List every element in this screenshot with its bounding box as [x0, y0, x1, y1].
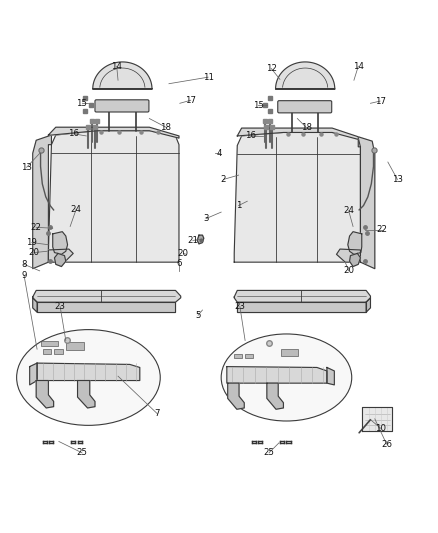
Polygon shape [234, 290, 371, 302]
Polygon shape [234, 133, 360, 262]
Text: 20: 20 [343, 266, 354, 276]
Text: 18: 18 [160, 123, 171, 132]
Text: 14: 14 [353, 62, 364, 71]
Polygon shape [197, 235, 204, 244]
Text: 12: 12 [266, 64, 277, 73]
Text: 14: 14 [111, 62, 122, 71]
Text: 5: 5 [195, 311, 201, 320]
Text: 23: 23 [55, 302, 66, 311]
Polygon shape [54, 254, 66, 266]
Text: 25: 25 [76, 448, 88, 457]
Polygon shape [53, 232, 67, 254]
Text: 24: 24 [343, 206, 354, 215]
Polygon shape [33, 298, 37, 312]
Bar [66, 342, 84, 350]
Polygon shape [48, 249, 73, 262]
Polygon shape [267, 383, 283, 409]
Text: 11: 11 [203, 72, 214, 82]
Text: 25: 25 [264, 448, 275, 457]
Text: 2: 2 [221, 175, 226, 184]
Text: 16: 16 [245, 132, 256, 140]
Text: 23: 23 [234, 302, 245, 311]
Text: 24: 24 [71, 205, 82, 214]
Text: 9: 9 [21, 271, 27, 280]
Polygon shape [366, 298, 371, 312]
Text: 20: 20 [28, 248, 39, 257]
Text: 8: 8 [21, 260, 27, 269]
Text: 20: 20 [178, 249, 189, 258]
Ellipse shape [221, 334, 352, 421]
Polygon shape [237, 302, 366, 312]
Polygon shape [30, 363, 37, 385]
Polygon shape [336, 249, 360, 262]
Text: 13: 13 [392, 175, 403, 184]
Text: 1: 1 [236, 201, 241, 210]
Text: 26: 26 [381, 440, 392, 449]
Bar [281, 349, 298, 356]
Text: 19: 19 [26, 238, 37, 247]
Polygon shape [227, 367, 327, 383]
Bar [42, 341, 58, 346]
Text: 13: 13 [21, 163, 32, 172]
Text: 4: 4 [216, 149, 222, 158]
Polygon shape [36, 381, 53, 408]
Polygon shape [48, 127, 179, 138]
Text: 6: 6 [176, 259, 182, 268]
FancyBboxPatch shape [95, 100, 149, 112]
Text: 17: 17 [185, 96, 196, 105]
Polygon shape [93, 62, 152, 89]
Text: 15: 15 [253, 101, 264, 110]
Text: 22: 22 [377, 225, 388, 234]
Text: 17: 17 [374, 96, 385, 106]
Text: 10: 10 [375, 424, 386, 433]
FancyBboxPatch shape [278, 101, 332, 113]
Polygon shape [237, 128, 358, 140]
Bar [234, 353, 242, 358]
Text: 18: 18 [300, 123, 311, 132]
Polygon shape [362, 407, 392, 431]
Ellipse shape [17, 329, 160, 425]
Polygon shape [228, 383, 244, 409]
Text: 22: 22 [31, 223, 42, 232]
Polygon shape [33, 135, 51, 269]
Polygon shape [37, 363, 140, 381]
Text: 21: 21 [187, 236, 198, 245]
Bar [245, 353, 253, 358]
Polygon shape [48, 131, 179, 262]
Polygon shape [327, 367, 334, 385]
Polygon shape [78, 381, 95, 408]
Polygon shape [37, 302, 176, 312]
Polygon shape [358, 137, 375, 269]
Polygon shape [276, 62, 335, 89]
Polygon shape [348, 232, 362, 254]
Text: 15: 15 [76, 99, 88, 108]
Bar [43, 349, 51, 354]
Text: 7: 7 [155, 409, 160, 418]
Text: 16: 16 [68, 130, 79, 138]
Text: 3: 3 [203, 214, 208, 223]
Polygon shape [350, 254, 360, 266]
Bar [54, 349, 63, 354]
Polygon shape [33, 290, 181, 302]
